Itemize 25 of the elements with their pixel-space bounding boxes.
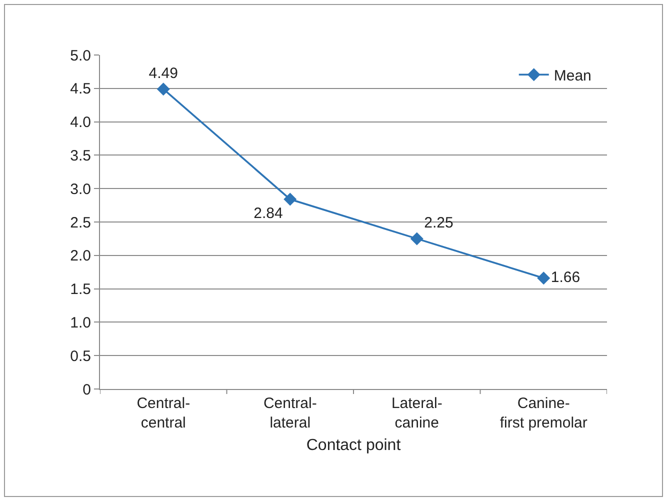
data-label: 1.66 bbox=[550, 268, 580, 286]
data-label: 4.49 bbox=[148, 65, 178, 82]
x-tick-label: Central- lateral bbox=[263, 395, 317, 432]
x-axis-title: Contact point bbox=[306, 437, 402, 454]
point bbox=[284, 192, 297, 206]
y-tick-label: 0 bbox=[82, 381, 91, 398]
data-label: 2.25 bbox=[424, 214, 454, 232]
legend-label: Mean bbox=[554, 67, 592, 84]
y-tick-label: 0.5 bbox=[70, 348, 91, 365]
x-tick-label: Lateral- canine bbox=[391, 395, 442, 432]
x-tick-label: Canine- first premolar bbox=[500, 395, 588, 432]
point bbox=[537, 272, 550, 285]
point bbox=[156, 82, 170, 96]
y-tick-label: 1.0 bbox=[70, 314, 91, 332]
point bbox=[410, 232, 424, 246]
y-tick-label: 3.5 bbox=[70, 147, 91, 164]
y-tick-label: 4.5 bbox=[70, 80, 91, 98]
y-tick-label: 1.5 bbox=[70, 281, 91, 298]
y-tick-label: 2.0 bbox=[70, 248, 91, 265]
y-tick-label: 3.0 bbox=[70, 180, 91, 198]
y-tick-label: 4.0 bbox=[70, 114, 91, 132]
x-tick-label: Central- central bbox=[136, 395, 190, 432]
y-tick-label: 2.5 bbox=[70, 214, 91, 232]
y-tick-label: 5.0 bbox=[70, 47, 91, 64]
data-label: 2.84 bbox=[254, 204, 283, 222]
